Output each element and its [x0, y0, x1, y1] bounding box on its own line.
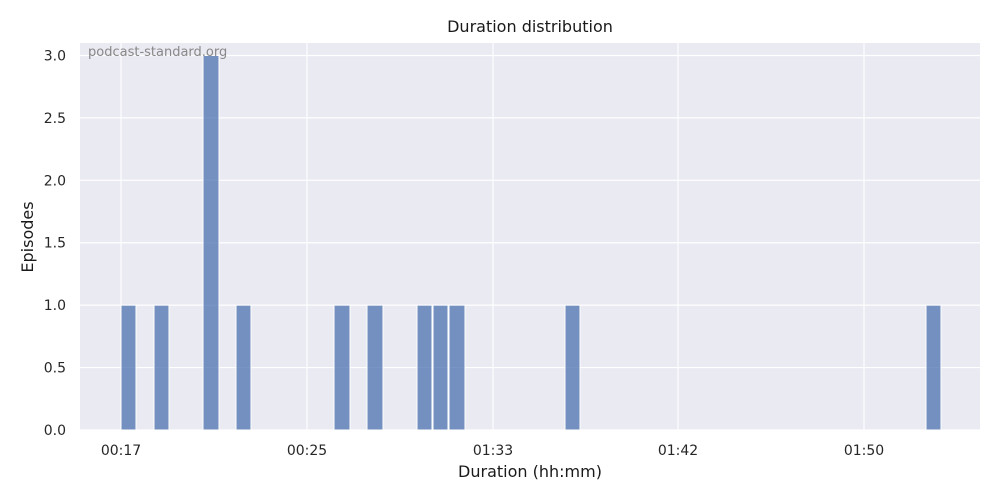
- y-tick-label: 0.5: [44, 361, 66, 377]
- histogram-bar: [564, 304, 581, 431]
- y-tick-labels: 0.0 0.5 1.0 1.5 2.0 2.5 3.0: [44, 48, 66, 439]
- plot-area: [80, 43, 980, 430]
- y-tick-label: 0.0: [44, 423, 66, 439]
- x-tick-label: 01:42: [658, 443, 698, 459]
- histogram-bar: [925, 304, 942, 431]
- bars: [120, 54, 942, 431]
- histogram-bar: [366, 304, 384, 431]
- histogram-bar: [448, 304, 466, 431]
- histogram-bar: [120, 304, 137, 431]
- histogram-bar: [235, 304, 252, 431]
- watermark-text: podcast-standard.org: [88, 45, 227, 60]
- histogram-bar: [333, 304, 351, 431]
- y-tick-label: 1.0: [44, 298, 66, 314]
- chart-title: Duration distribution: [447, 17, 613, 36]
- y-tick-label: 2.0: [44, 173, 66, 189]
- x-tick-label: 00:17: [101, 443, 141, 459]
- x-tick-labels: 00:17 00:25 01:33 01:42 01:50: [101, 443, 884, 459]
- x-tick-label: 01:50: [844, 443, 884, 459]
- x-tick-label: 01:33: [473, 443, 513, 459]
- y-axis-label: Episodes: [18, 201, 37, 272]
- x-axis-label: Duration (hh:mm): [458, 462, 602, 481]
- y-tick-label: 2.5: [44, 111, 66, 127]
- histogram-bar: [432, 304, 449, 431]
- histogram-bar: [202, 54, 220, 431]
- x-tick-label: 00:25: [287, 443, 327, 459]
- y-tick-label: 1.5: [44, 236, 66, 252]
- grid-lines: [80, 43, 980, 431]
- histogram-bar: [416, 304, 433, 431]
- y-tick-label: 3.0: [44, 48, 66, 64]
- histogram-bar: [153, 304, 170, 431]
